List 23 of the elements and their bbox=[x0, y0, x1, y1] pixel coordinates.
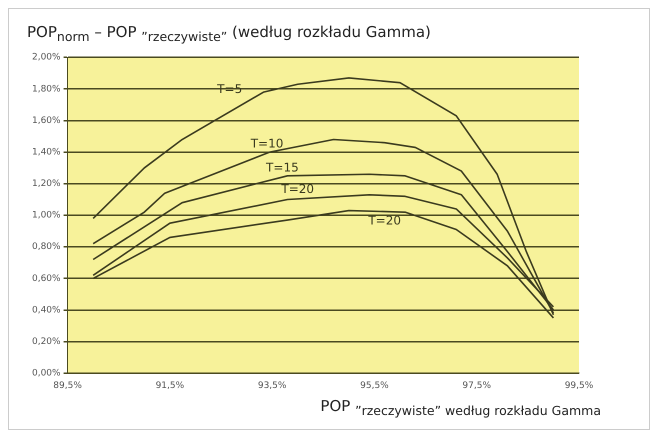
y-tick-label: 1,60% bbox=[32, 116, 62, 126]
x-axis-title: POP $_{”rzeczywiste” według rozkładu Gamma}$ bbox=[320, 397, 601, 418]
y-tick-label: 1,40% bbox=[32, 147, 62, 158]
y-tick-label: 0,80% bbox=[32, 242, 62, 252]
x-tick-label: 89,5% bbox=[53, 380, 82, 391]
y-tick-label: 0,20% bbox=[32, 336, 62, 347]
series-label: T=15 bbox=[265, 160, 299, 174]
x-tick-label: 93,5% bbox=[258, 380, 287, 391]
x-tick-label: 95,5% bbox=[360, 380, 390, 391]
y-tick-label: 0,60% bbox=[32, 274, 62, 284]
series-label: T=20 bbox=[280, 182, 314, 196]
x-tick-label: 91,5% bbox=[156, 380, 185, 391]
y-tick-label: 1,80% bbox=[32, 84, 62, 94]
x-tick-label: 99,5% bbox=[564, 380, 594, 391]
chart-title: POP$_{norm}$ – POP $_{”rzeczywiste”}$ (według rozkładu Gamma) bbox=[27, 23, 431, 44]
y-tick-label: 2,00% bbox=[32, 52, 62, 63]
series-label: T=10 bbox=[250, 136, 284, 150]
series-label: T=20 bbox=[367, 214, 401, 228]
y-tick-label: 0,00% bbox=[32, 368, 62, 379]
x-tick-label: 97,5% bbox=[462, 380, 492, 391]
y-tick-label: 1,00% bbox=[32, 210, 62, 221]
y-tick-label: 0,40% bbox=[32, 305, 62, 316]
y-tick-label: 1,20% bbox=[32, 179, 62, 190]
